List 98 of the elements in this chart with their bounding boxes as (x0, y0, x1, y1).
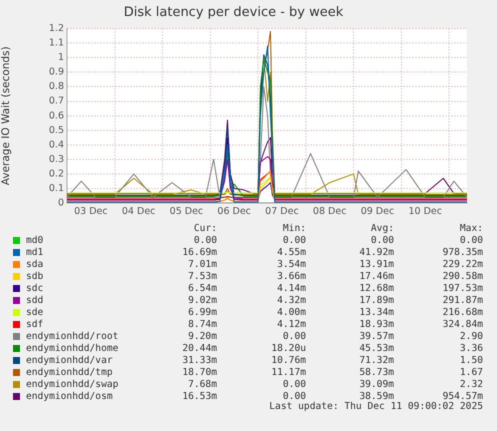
y-tick-label: 0.6 (48, 110, 64, 122)
y-tick-label: 1.2 (48, 23, 64, 34)
y-tick-label: 0.3 (48, 154, 64, 165)
text: 38.59m (359, 391, 394, 402)
text: 7.53m (187, 271, 217, 283)
text: 16.53m (181, 391, 217, 403)
text: 324.84m (442, 319, 483, 331)
text: 45.53m (358, 343, 394, 355)
text: 291.87m (442, 295, 483, 307)
x-tick-label: 06 Dec (217, 206, 251, 218)
x-tick-label: 08 Dec (312, 206, 346, 218)
text: 18.93m (358, 319, 394, 331)
legend-label: sdd (25, 295, 44, 307)
text: 4.55m (276, 247, 306, 259)
text: 17.46m (358, 271, 394, 283)
text: 9.02m (187, 295, 217, 307)
text: 0.00 (458, 235, 483, 247)
legend-label: md0 (25, 235, 44, 247)
x-tick-label: 10 Dec (408, 206, 442, 218)
text: 6.54m (187, 283, 217, 295)
text: 3.66m (276, 271, 306, 283)
y-tick-label: 0.5 (48, 124, 64, 136)
legend-label: sdf (25, 319, 44, 331)
x-tick-label: 07 Dec (265, 206, 299, 218)
x-tick-label: 09 Dec (360, 206, 394, 218)
legend-label: sde (25, 307, 44, 319)
text: 0.00 (282, 235, 306, 247)
text: 1.67 (458, 367, 483, 379)
legend-label: sdb (25, 271, 44, 283)
text: 290.58m (442, 271, 483, 283)
text: Cur: (192, 223, 217, 235)
text: 11.17m (270, 367, 306, 379)
text: 3.54m (276, 259, 306, 271)
text: 2.90 (458, 331, 483, 343)
text: 0.00 (192, 235, 217, 247)
text: 13.91m (358, 259, 394, 271)
text: 4.12m (276, 319, 306, 331)
text: 0.00 (370, 235, 394, 247)
text: 17.89m (358, 295, 394, 307)
text: 0.00 (282, 331, 306, 343)
x-tick-label: 04 Dec (122, 206, 156, 218)
legend-label: endymionhdd/osm (25, 391, 114, 403)
y-tick-label: 0.9 (48, 66, 64, 78)
chart-title: Disk latency per device - by week (124, 5, 344, 20)
y-tick-label: 1.1 (48, 38, 64, 49)
y-tick-label: 0 (58, 197, 64, 208)
text: 954.57m (442, 391, 483, 402)
text: 216.68m (442, 307, 483, 319)
text: Avg: (370, 223, 394, 235)
text: 18.70m (181, 367, 217, 379)
text: 18.20u (270, 343, 306, 355)
text: 6.99m (187, 307, 217, 319)
text: 1.50 (458, 355, 483, 367)
legend-label: md1 (25, 247, 44, 259)
legend-label: sda (25, 259, 44, 271)
y-tick-label: 0.2 (48, 168, 64, 180)
text: 71.32m (358, 355, 394, 367)
text: 0.00 (282, 379, 306, 391)
text: 0.00 (282, 391, 306, 402)
y-tick-label: 0.7 (48, 96, 64, 107)
text: 20.44m (181, 343, 217, 355)
text: 39.57m (358, 331, 394, 343)
text: 4.14m (276, 283, 306, 295)
text: Last update: Thu Dec 11 09:00:02 2025 (269, 401, 483, 412)
legend-label: endymionhdd/root (25, 331, 120, 343)
text: 7.68m (187, 379, 217, 391)
y-tick-label: 0.4 (48, 139, 64, 150)
text: 978.35m (442, 247, 483, 259)
text: 13.34m (358, 307, 394, 319)
x-tick-label: 03 Dec (74, 206, 108, 218)
text: 12.68m (358, 283, 394, 295)
legend-label: endymionhdd/var (25, 355, 114, 367)
legend-label: endymionhdd/home (25, 343, 120, 355)
y-axis-title: Average IO Wait (seconds) (0, 46, 12, 186)
y-tick-label: 0.8 (48, 81, 64, 92)
y-tick-label: 1 (58, 52, 64, 64)
x-tick-label: 05 Dec (170, 206, 204, 218)
text: 4.32m (276, 295, 306, 307)
text: 2.32 (458, 379, 483, 391)
text: Min: (282, 223, 306, 235)
legend-label: sdc (25, 283, 44, 295)
text: 10.76m (270, 355, 306, 367)
text: 229.22m (442, 259, 483, 271)
legend-label: endymionhdd/tmp (25, 367, 114, 379)
legend-label: endymionhdd/swap (25, 379, 120, 391)
text: 16.69m (181, 247, 217, 259)
text: 41.92m (358, 247, 394, 259)
y-tick-label: 0.1 (48, 182, 64, 194)
text: 197.53m (442, 283, 483, 295)
text: 8.74m (187, 319, 217, 331)
text: 58.73m (358, 367, 394, 379)
text: 9.20m (187, 331, 217, 343)
text: 31.33m (181, 355, 217, 367)
text: 39.09m (358, 379, 394, 391)
text: Max: (458, 223, 483, 235)
text: 3.36 (458, 343, 483, 355)
text: 7.01m (187, 259, 217, 271)
text: 4.00m (276, 307, 306, 319)
